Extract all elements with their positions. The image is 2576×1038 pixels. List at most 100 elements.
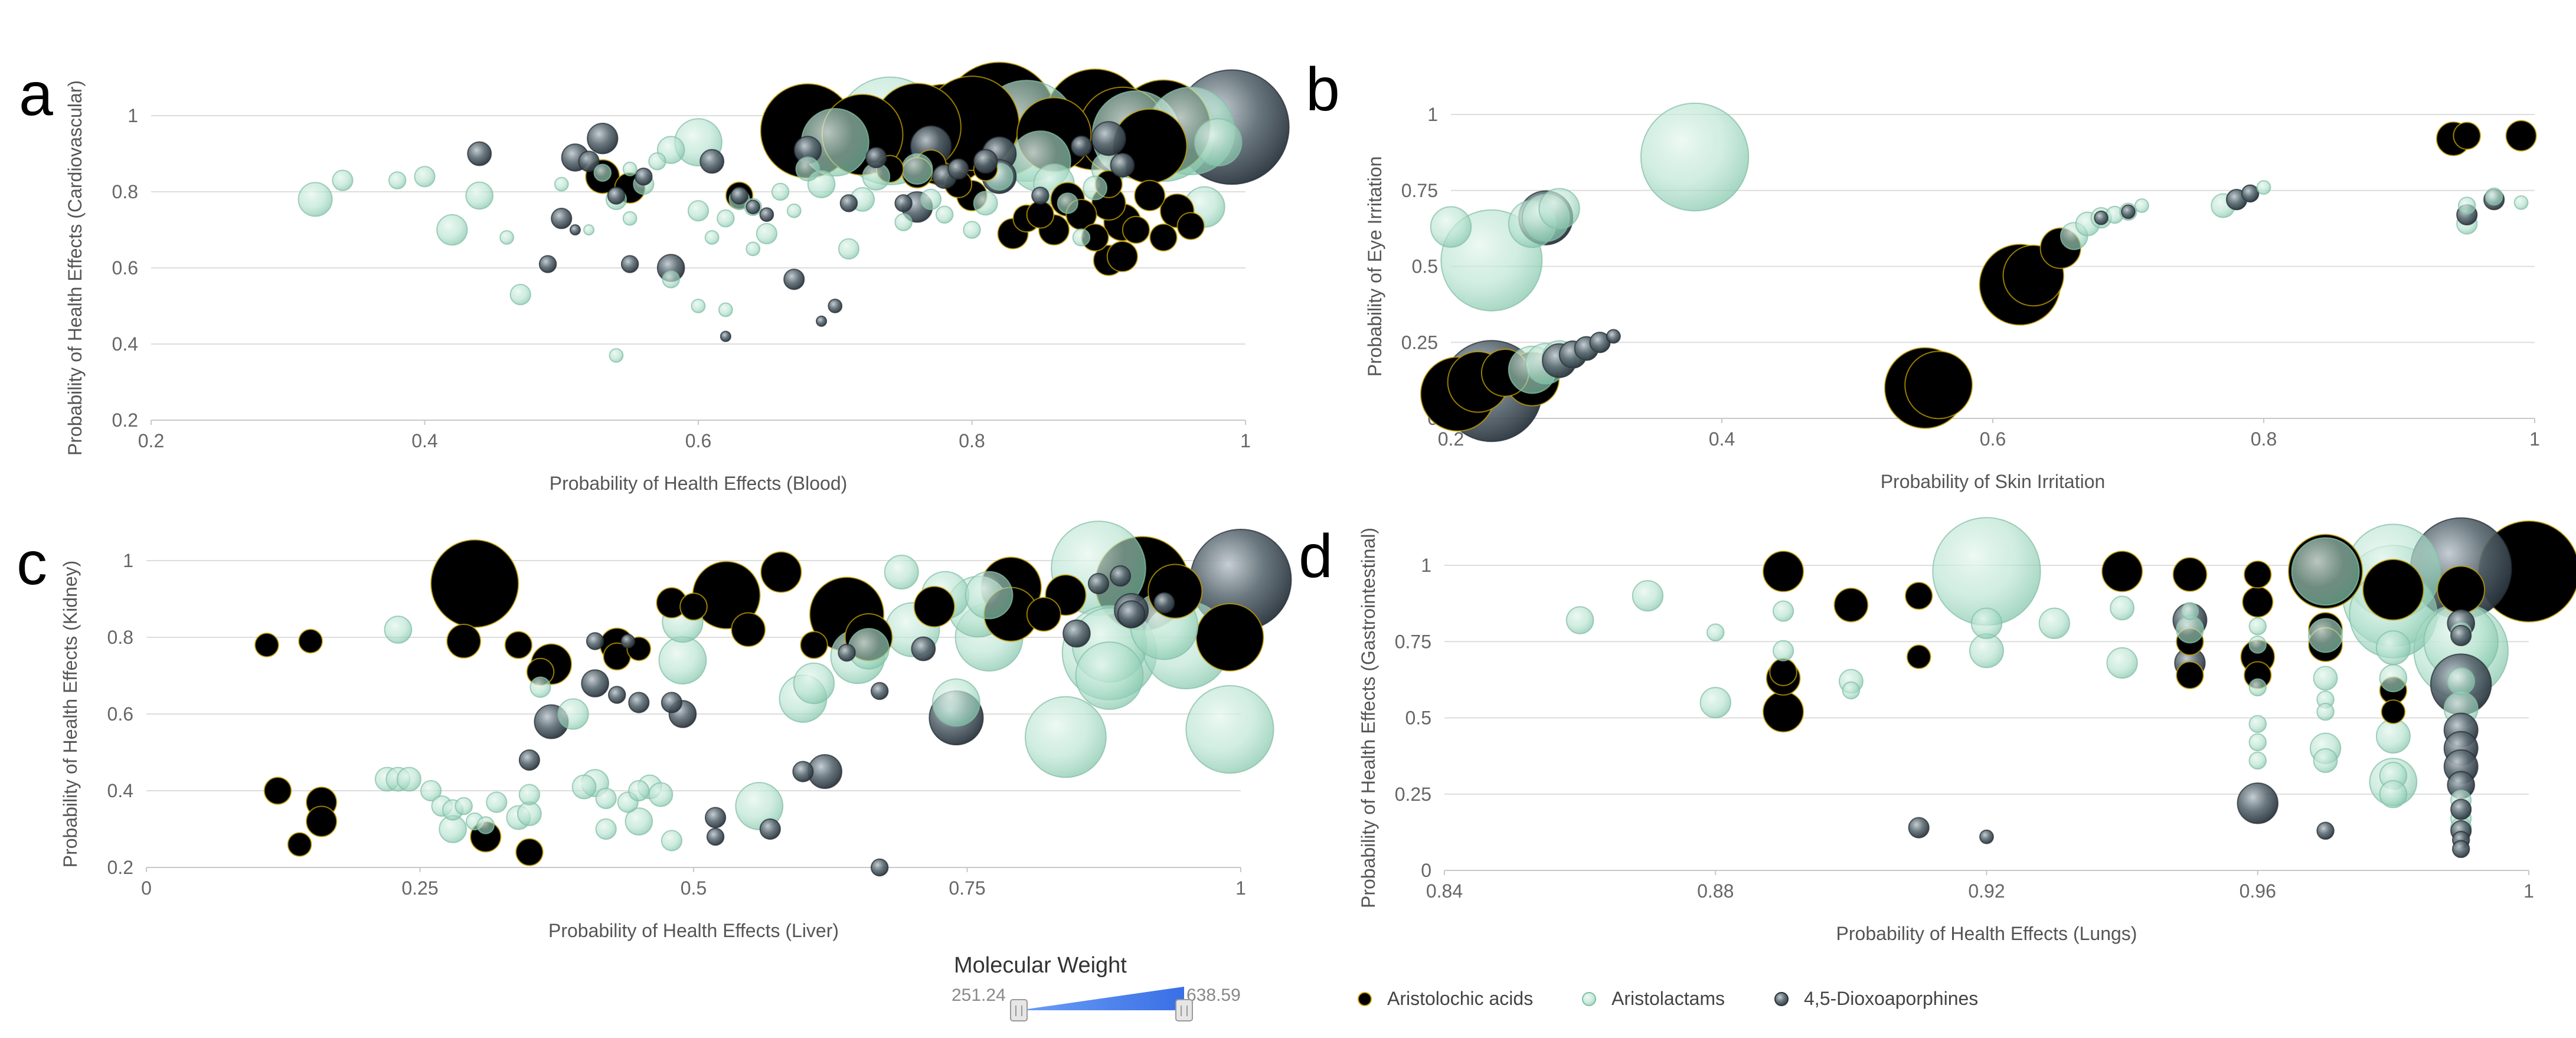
- data-point-4-5-dioxoaporphines[interactable]: [792, 761, 814, 782]
- data-point-aristolactams[interactable]: [1083, 175, 1108, 201]
- data-point-aristolactams[interactable]: [1565, 606, 1594, 634]
- data-point-aristolactams[interactable]: [1057, 192, 1078, 214]
- data-point-aristolochic-acids[interactable]: [731, 612, 766, 647]
- data-point-aristolactams[interactable]: [2379, 664, 2408, 693]
- data-point-aristolochic-acids[interactable]: [515, 838, 544, 866]
- data-point-4-5-dioxoaporphines[interactable]: [870, 682, 889, 700]
- data-point-aristolactams[interactable]: [2513, 195, 2529, 210]
- data-point-aristolactams[interactable]: [648, 782, 674, 807]
- data-point-4-5-dioxoaporphines[interactable]: [2094, 210, 2109, 225]
- data-point-aristolactams[interactable]: [691, 299, 706, 313]
- data-point-aristolactams[interactable]: [687, 200, 710, 222]
- data-point-4-5-dioxoaporphines[interactable]: [1153, 592, 1175, 614]
- data-point-aristolactams[interactable]: [2313, 666, 2338, 691]
- data-point-aristolactams[interactable]: [2248, 617, 2267, 636]
- data-point-4-5-dioxoaporphines[interactable]: [1070, 135, 1093, 157]
- data-point-4-5-dioxoaporphines[interactable]: [1031, 186, 1050, 205]
- data-point-4-5-dioxoaporphines[interactable]: [783, 268, 805, 290]
- data-point-aristolactams[interactable]: [332, 169, 354, 191]
- data-point-aristolochic-acids[interactable]: [1904, 351, 1973, 420]
- data-point-aristolactams[interactable]: [2308, 618, 2343, 653]
- legend-item-aristolochic-acids[interactable]: Aristolochic acids: [1358, 988, 1533, 1009]
- data-point-aristolactams[interactable]: [1075, 641, 1144, 710]
- data-point-aristolactams[interactable]: [625, 807, 653, 836]
- data-point-aristolactams[interactable]: [735, 782, 784, 830]
- data-point-aristolactams[interactable]: [965, 571, 1014, 620]
- data-point-aristolochic-acids[interactable]: [2437, 565, 2486, 614]
- data-point-4-5-dioxoaporphines[interactable]: [2451, 840, 2470, 859]
- data-point-aristolochic-acids[interactable]: [2243, 560, 2272, 589]
- data-point-4-5-dioxoaporphines[interactable]: [518, 749, 541, 771]
- data-point-4-5-dioxoaporphines[interactable]: [1117, 600, 1146, 628]
- data-point-aristolactams[interactable]: [901, 153, 933, 185]
- legend-item-dioxoaporphines[interactable]: 4,5-Dioxoaporphines: [1774, 988, 1978, 1009]
- data-point-aristolactams[interactable]: [529, 676, 551, 698]
- data-point-aristolactams[interactable]: [2313, 748, 2338, 773]
- data-point-aristolochic-acids[interactable]: [1906, 644, 1931, 670]
- data-point-4-5-dioxoaporphines[interactable]: [2316, 821, 2335, 840]
- data-point-aristolactams[interactable]: [2291, 537, 2360, 606]
- data-point-4-5-dioxoaporphines[interactable]: [538, 255, 557, 273]
- data-point-aristolactams[interactable]: [509, 284, 531, 306]
- data-point-aristolactams[interactable]: [756, 222, 777, 245]
- data-point-aristolactams[interactable]: [2248, 733, 2267, 752]
- data-point-aristolochic-acids[interactable]: [287, 832, 312, 857]
- data-point-aristolactams[interactable]: [2106, 647, 2138, 679]
- data-point-4-5-dioxoaporphines[interactable]: [569, 224, 581, 236]
- data-point-aristolactams[interactable]: [554, 176, 569, 192]
- data-point-4-5-dioxoaporphines[interactable]: [1606, 329, 1621, 344]
- data-point-aristolochic-acids[interactable]: [1769, 658, 1797, 686]
- data-point-4-5-dioxoaporphines[interactable]: [720, 330, 731, 342]
- data-point-aristolochic-acids[interactable]: [1762, 690, 1804, 733]
- data-point-aristolactams[interactable]: [414, 166, 436, 188]
- data-point-4-5-dioxoaporphines[interactable]: [911, 636, 936, 662]
- data-point-4-5-dioxoaporphines[interactable]: [839, 194, 858, 212]
- data-point-aristolactams[interactable]: [1772, 600, 1794, 622]
- data-point-4-5-dioxoaporphines[interactable]: [1091, 121, 1126, 156]
- data-point-4-5-dioxoaporphines[interactable]: [1087, 572, 1110, 595]
- data-point-4-5-dioxoaporphines[interactable]: [587, 123, 619, 155]
- data-point-aristolochic-acids[interactable]: [1026, 597, 1061, 632]
- data-point-4-5-dioxoaporphines[interactable]: [1063, 619, 1091, 648]
- data-point-4-5-dioxoaporphines[interactable]: [730, 186, 748, 205]
- data-point-aristolactams[interactable]: [704, 230, 720, 245]
- data-point-4-5-dioxoaporphines[interactable]: [870, 858, 889, 877]
- data-point-aristolochic-acids[interactable]: [1148, 564, 1203, 619]
- data-point-aristolactams[interactable]: [571, 774, 597, 800]
- data-point-aristolochic-acids[interactable]: [2453, 122, 2482, 150]
- data-point-4-5-dioxoaporphines[interactable]: [699, 149, 725, 174]
- data-point-aristolactams[interactable]: [648, 152, 666, 171]
- data-point-aristolactams[interactable]: [884, 555, 919, 590]
- data-point-4-5-dioxoaporphines[interactable]: [586, 632, 604, 650]
- data-point-aristolactams[interactable]: [1024, 696, 1107, 778]
- data-point-aristolochic-acids[interactable]: [1106, 241, 1139, 273]
- data-point-aristolactams[interactable]: [795, 156, 820, 182]
- data-point-aristolactams[interactable]: [595, 818, 617, 840]
- data-point-aristolochic-acids[interactable]: [2242, 586, 2274, 618]
- legend-item-aristolactams[interactable]: Aristolactams: [1582, 988, 1725, 1009]
- data-point-aristolactams[interactable]: [973, 191, 998, 216]
- data-point-aristolactams[interactable]: [2110, 595, 2135, 621]
- data-point-aristolactams[interactable]: [963, 221, 981, 239]
- data-point-aristolochic-acids[interactable]: [1122, 215, 1150, 244]
- data-point-4-5-dioxoaporphines[interactable]: [551, 208, 573, 230]
- data-point-aristolactams[interactable]: [1185, 685, 1274, 774]
- data-point-aristolactams[interactable]: [1699, 687, 1731, 719]
- data-point-4-5-dioxoaporphines[interactable]: [1979, 829, 1994, 844]
- data-point-aristolactams[interactable]: [1430, 206, 1472, 248]
- data-point-aristolochic-acids[interactable]: [446, 624, 482, 659]
- data-point-aristolactams[interactable]: [2485, 187, 2503, 206]
- data-point-aristolactams[interactable]: [1632, 580, 1664, 612]
- data-point-aristolactams[interactable]: [2181, 602, 2199, 620]
- data-point-4-5-dioxoaporphines[interactable]: [759, 207, 774, 222]
- data-point-4-5-dioxoaporphines[interactable]: [578, 150, 600, 172]
- data-point-aristolactams[interactable]: [2379, 780, 2408, 808]
- data-point-4-5-dioxoaporphines[interactable]: [828, 299, 843, 313]
- data-point-aristolochic-acids[interactable]: [1149, 223, 1178, 252]
- data-point-aristolactams[interactable]: [2375, 630, 2411, 666]
- data-point-4-5-dioxoaporphines[interactable]: [894, 194, 913, 212]
- data-point-4-5-dioxoaporphines[interactable]: [620, 255, 639, 273]
- data-point-4-5-dioxoaporphines[interactable]: [661, 692, 683, 713]
- data-point-aristolactams[interactable]: [658, 636, 707, 685]
- data-point-aristolactams[interactable]: [717, 209, 735, 228]
